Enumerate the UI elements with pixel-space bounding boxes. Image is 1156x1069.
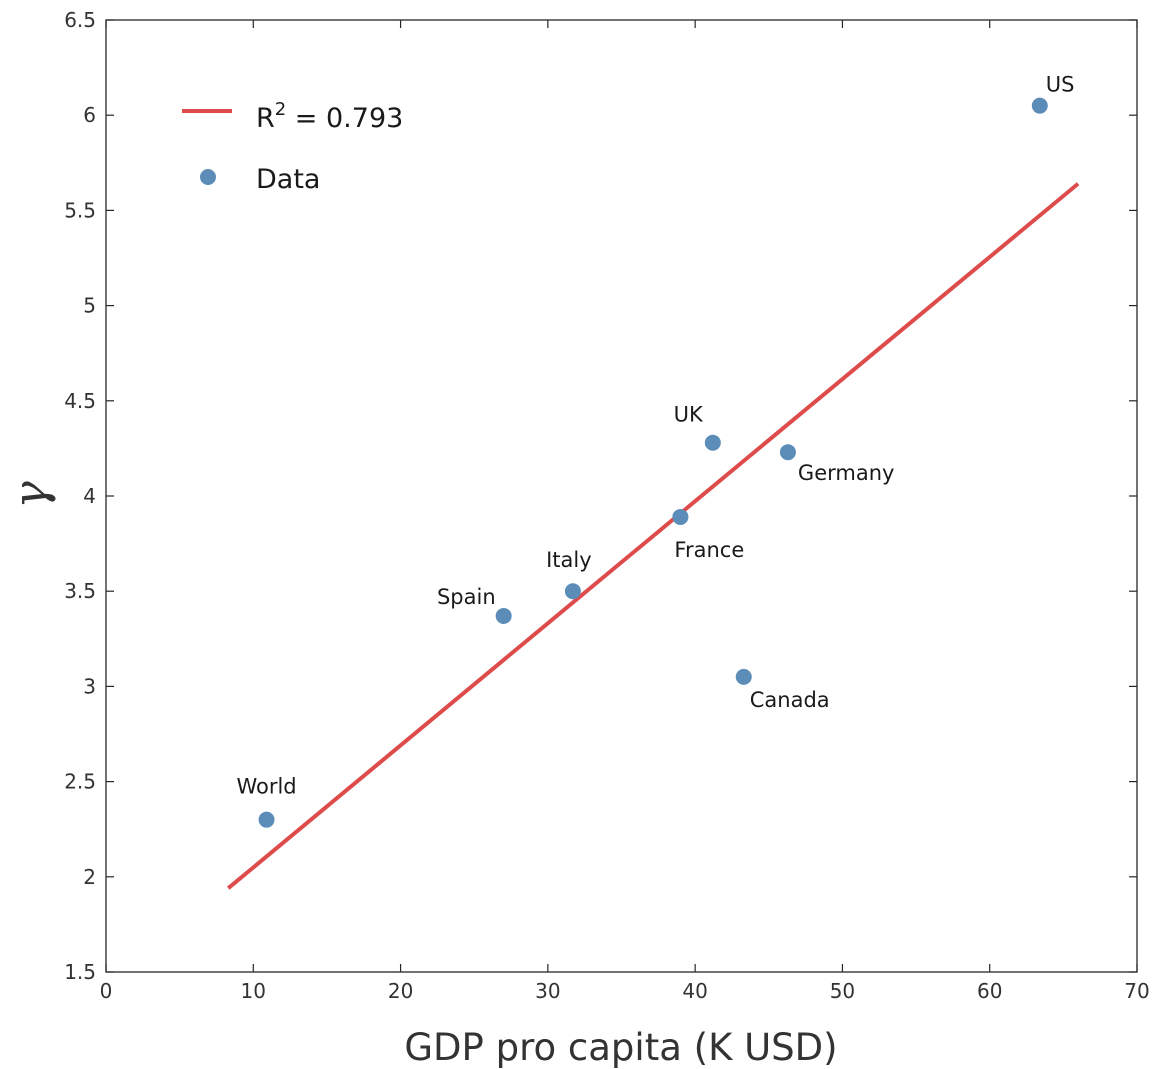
data-point-us xyxy=(1031,97,1048,114)
y-tick-label: 3.5 xyxy=(64,579,96,603)
point-labels-layer: World Spain Italy France UK Canada Germany US xyxy=(236,73,1074,799)
fit-line xyxy=(226,182,1080,890)
data-point-france xyxy=(672,508,689,525)
point-label-us: US xyxy=(1046,73,1075,97)
data-point-germany xyxy=(779,444,796,461)
y-tick-label: 3 xyxy=(83,674,96,698)
data-point-spain xyxy=(495,607,512,624)
point-label-spain: Spain xyxy=(437,585,496,609)
x-tick-label: 10 xyxy=(241,979,266,1003)
y-tick-label: 5 xyxy=(83,294,96,318)
x-tick-label: 30 xyxy=(535,979,560,1003)
y-tick-label: 6 xyxy=(83,103,96,127)
fit-line-layer xyxy=(226,182,1080,890)
y-tick-label: 2.5 xyxy=(64,770,96,794)
legend: R2 = 0.793 Data xyxy=(182,99,403,195)
legend-label-fit: R2 = 0.793 xyxy=(256,99,403,134)
data-point-italy xyxy=(564,583,581,600)
x-tick-label: 70 xyxy=(1124,979,1149,1003)
y-tick-label: 5.5 xyxy=(64,198,96,222)
y-tick-label: 1.5 xyxy=(64,960,96,984)
y-tick-label: 2 xyxy=(83,865,96,889)
point-label-germany: Germany xyxy=(798,461,895,485)
x-tick-label: 50 xyxy=(830,979,855,1003)
legend-swatch-data xyxy=(200,169,216,185)
y-tick-label: 6.5 xyxy=(64,8,96,32)
data-point-uk xyxy=(704,434,721,451)
x-tick-label: 0 xyxy=(100,979,113,1003)
point-label-canada: Canada xyxy=(750,688,830,712)
x-tick-label: 20 xyxy=(388,979,413,1003)
y-tick-label: 4.5 xyxy=(64,389,96,413)
x-axis-title: GDP pro capita (K USD) xyxy=(404,1026,837,1069)
legend-label-data: Data xyxy=(256,164,320,195)
x-tick-label: 40 xyxy=(682,979,707,1003)
axes-layer: 0 10 20 30 40 50 60 70 1.5 2 2.5 3 3.5 4 4.5 5 5.5 6 6.5 xyxy=(64,8,1150,1003)
point-label-world: World xyxy=(236,775,296,799)
data-point-world xyxy=(258,811,275,828)
data-points-layer xyxy=(258,97,1048,828)
y-axis-title: γ xyxy=(3,481,57,509)
data-point-canada xyxy=(735,668,752,685)
point-label-uk: UK xyxy=(674,403,704,427)
point-label-italy: Italy xyxy=(546,548,592,572)
x-tick-label: 60 xyxy=(977,979,1002,1003)
y-tick-label: 4 xyxy=(83,484,96,508)
point-label-france: France xyxy=(674,538,744,562)
